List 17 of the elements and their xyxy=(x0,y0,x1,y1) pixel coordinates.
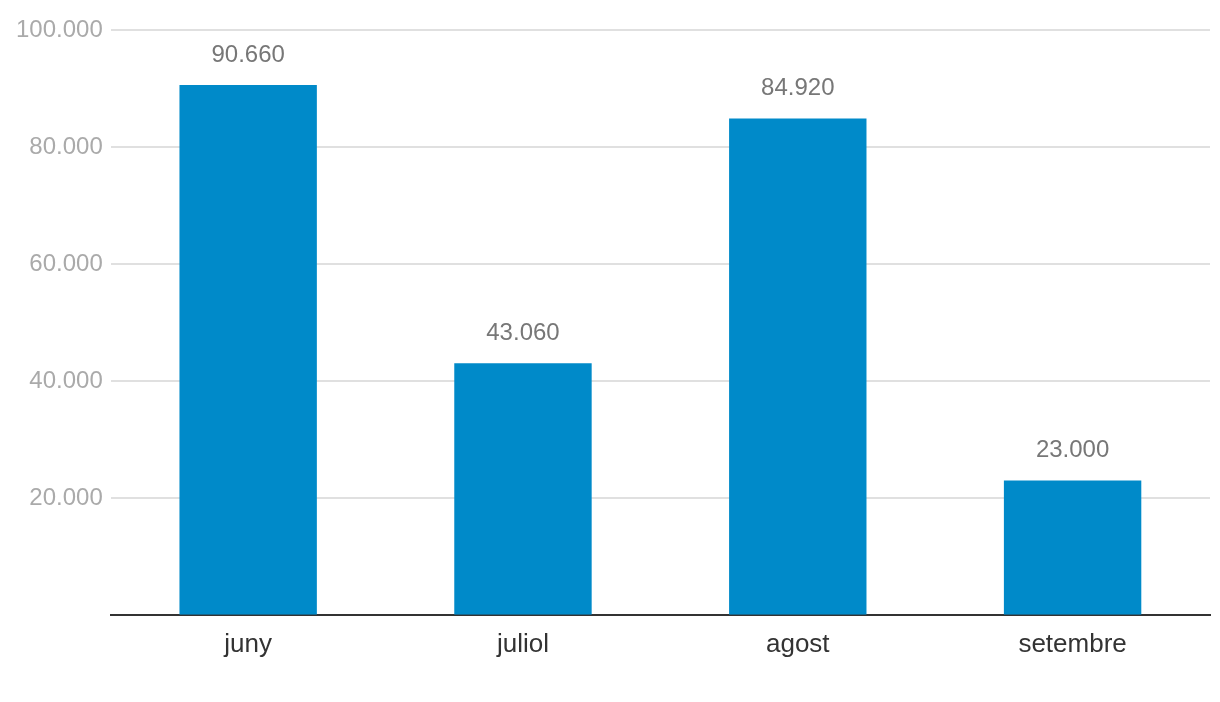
y-tick-label: 60.000 xyxy=(29,248,103,276)
bar xyxy=(179,84,317,615)
x-tick-label: juliol xyxy=(495,627,549,658)
data-label: 90.660 xyxy=(211,39,285,67)
data-label: 84.920 xyxy=(761,73,835,101)
y-tick-label: 80.000 xyxy=(29,131,103,159)
data-label: 23.000 xyxy=(1035,435,1110,463)
data-label: 43.060 xyxy=(486,317,560,345)
bar xyxy=(729,118,867,615)
y-tick-label: 100.000 xyxy=(15,15,103,43)
bar xyxy=(454,363,592,615)
x-tick-label: agost xyxy=(765,627,831,658)
bar xyxy=(1003,480,1142,615)
y-tick-label: 40.000 xyxy=(29,365,103,393)
x-tick-label: setembre xyxy=(1018,627,1127,658)
x-tick-label: juny xyxy=(223,627,273,658)
y-tick-label: 20.000 xyxy=(29,482,103,510)
